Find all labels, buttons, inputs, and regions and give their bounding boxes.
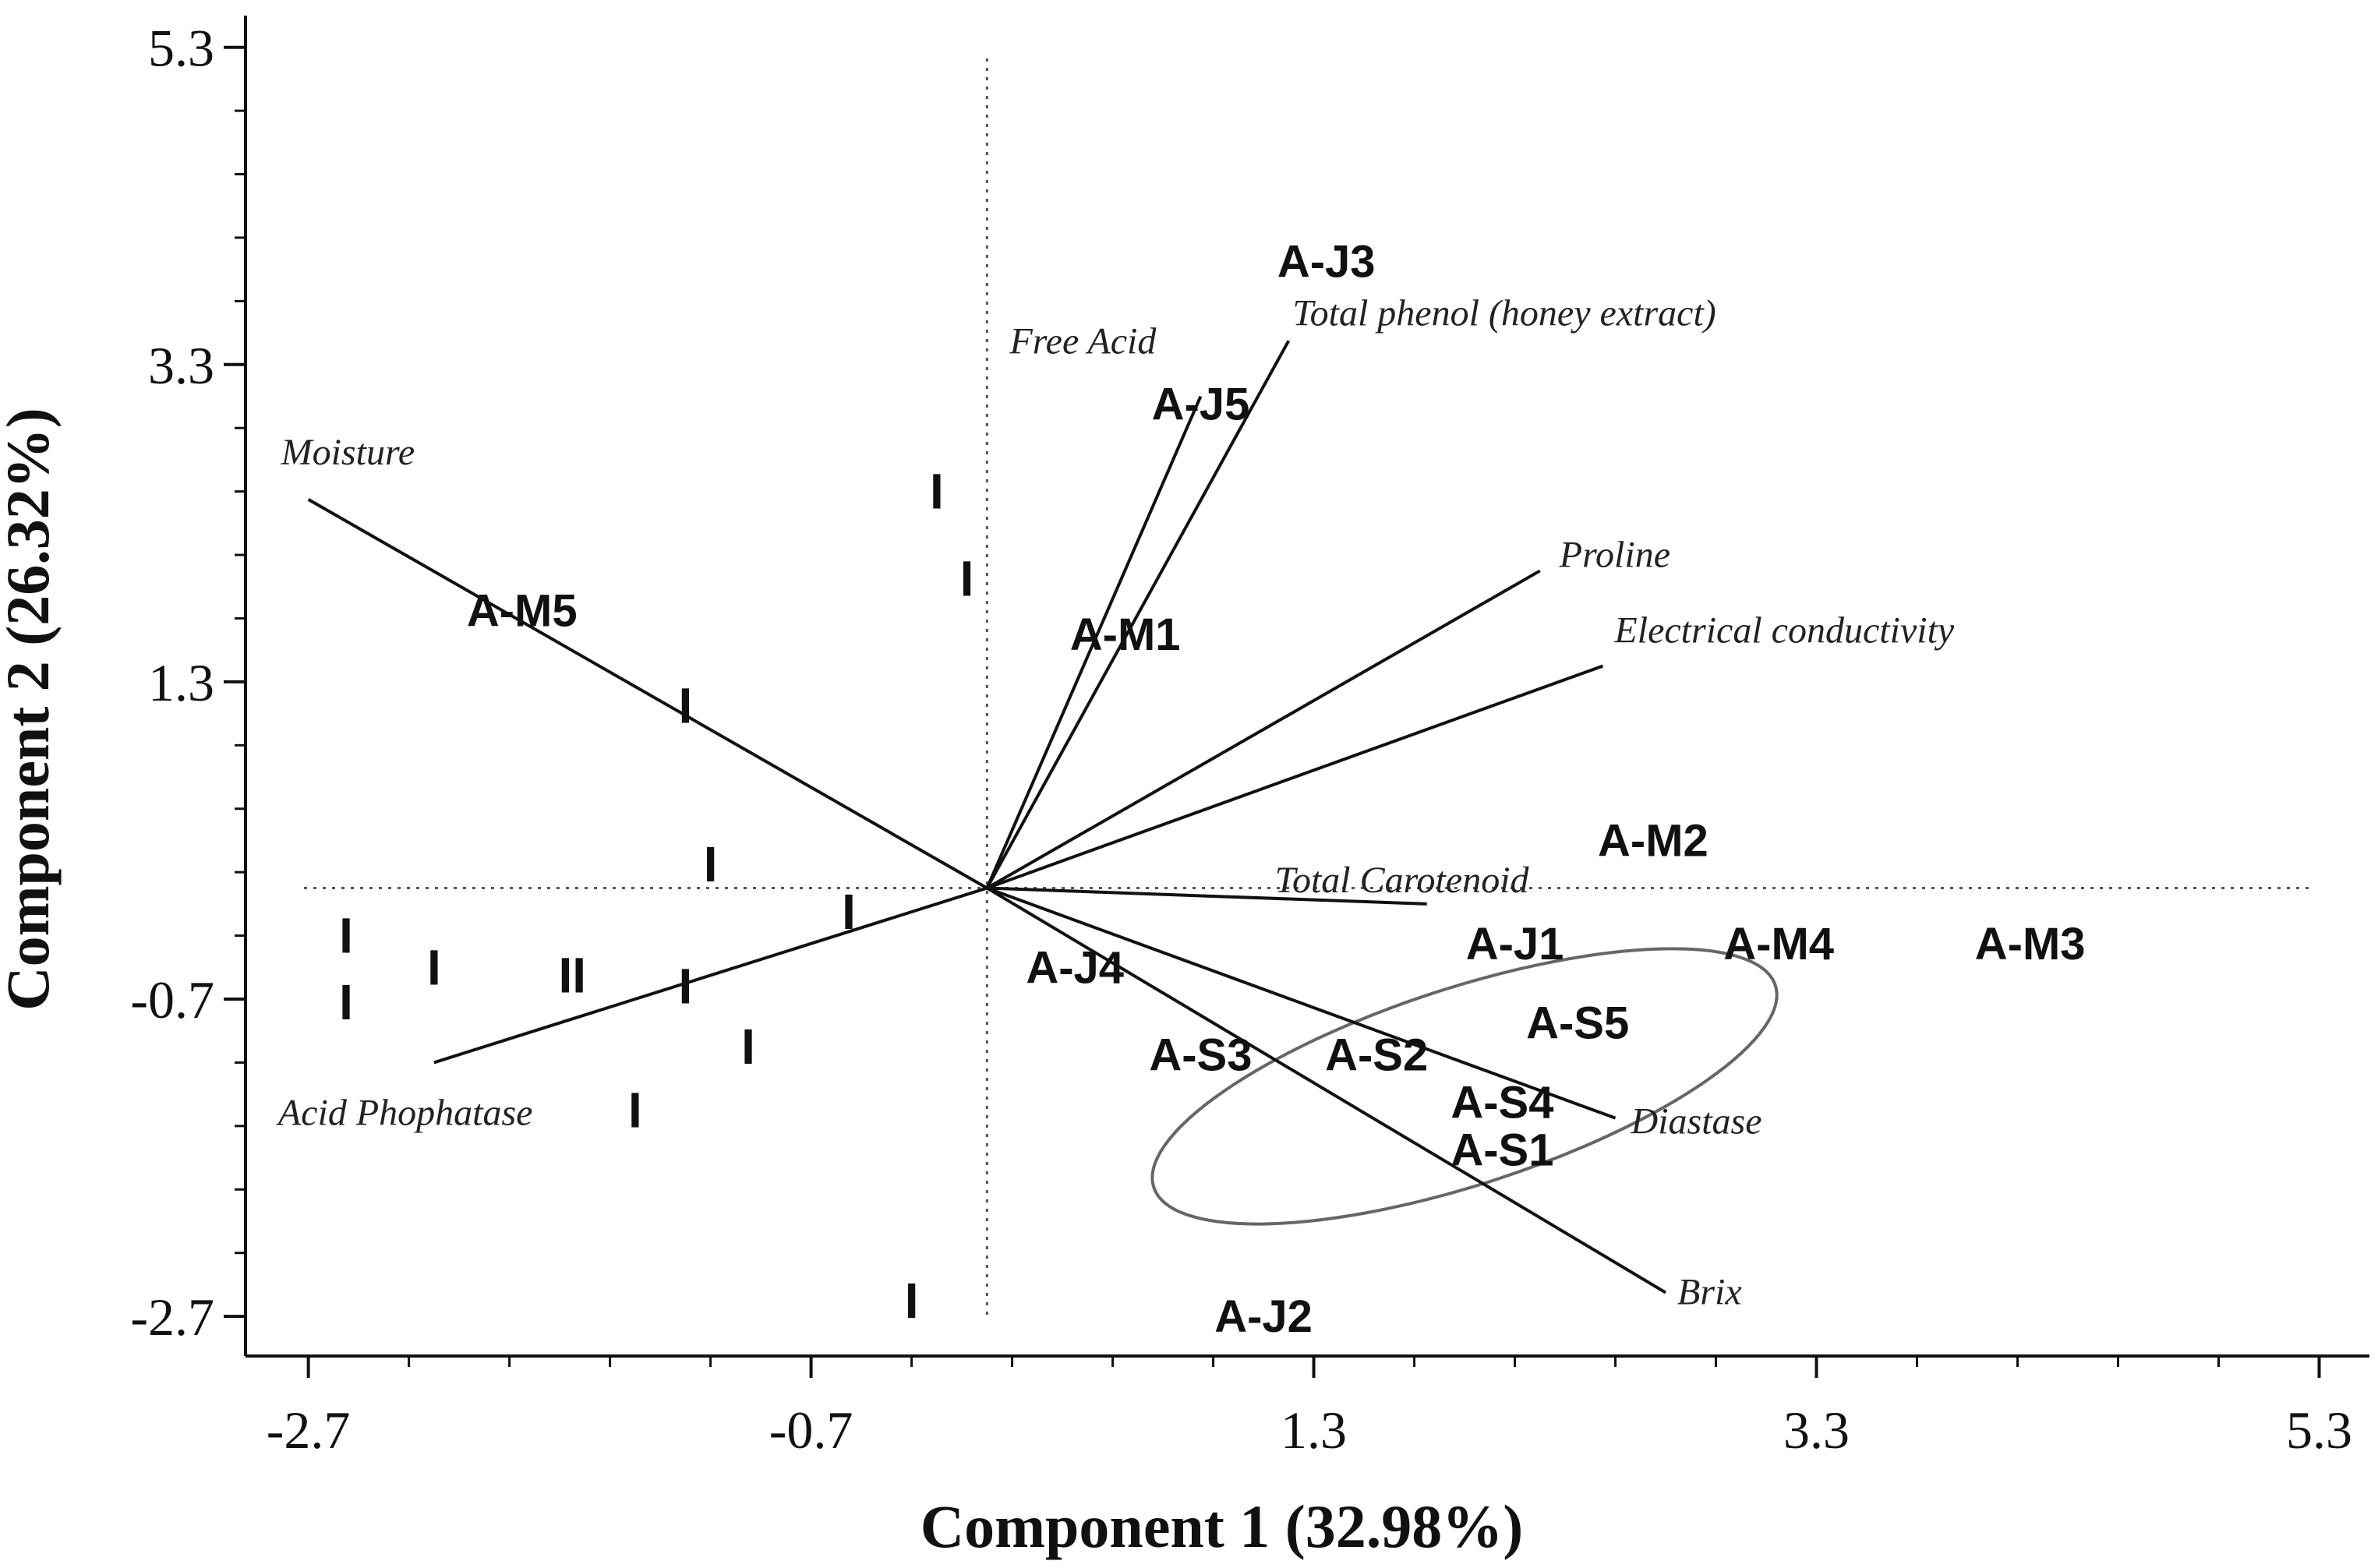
sample-label: A-S1 bbox=[1450, 1125, 1553, 1175]
loading-vector bbox=[986, 569, 1541, 890]
loading-vector bbox=[433, 886, 988, 1065]
loading-vector bbox=[986, 664, 1604, 890]
loading-label: Total phenol (honey extract) bbox=[1292, 292, 1715, 334]
x-tick-label: 5.3 bbox=[2286, 1400, 2352, 1460]
sample-label: A-S5 bbox=[1526, 998, 1629, 1049]
y-tick-label: 3.3 bbox=[148, 336, 214, 395]
sample-label: A-J1 bbox=[1466, 919, 1564, 969]
axes: -2.7 -0.7 1.3 3.3 5.3 -2.7 -0.7 1.3 3.3 5.3 bbox=[130, 16, 2369, 1460]
sample-label: A-J2 bbox=[1214, 1291, 1313, 1342]
loading-label: Proline bbox=[1559, 534, 1670, 575]
y-tick-label: 5.3 bbox=[148, 19, 214, 78]
group-ellipse bbox=[1150, 947, 1779, 1226]
sample-marker: I bbox=[678, 677, 692, 733]
sample-marker: I bbox=[741, 1019, 755, 1075]
sample-marker: I bbox=[960, 551, 974, 607]
loading-vector bbox=[985, 340, 1291, 889]
loading-vector bbox=[986, 886, 1617, 1120]
sample-marker: I bbox=[339, 974, 353, 1030]
loading-label: Acid Phophatase bbox=[276, 1092, 533, 1133]
sample-marker: I bbox=[704, 836, 718, 892]
y-tick-label: -0.7 bbox=[130, 970, 214, 1029]
loading-vector bbox=[985, 395, 1203, 889]
sample-label: A-S3 bbox=[1149, 1029, 1252, 1080]
sample-label: A-M2 bbox=[1598, 815, 1708, 866]
sample-label: A-M1 bbox=[1070, 609, 1181, 660]
x-tick-label: 1.3 bbox=[1281, 1400, 1347, 1460]
sample-marker: I bbox=[339, 908, 353, 964]
sample-marker: I bbox=[678, 959, 692, 1015]
loading-label: Electrical conductivity bbox=[1613, 610, 1955, 652]
loading-vector bbox=[987, 886, 1427, 906]
sample-label: A-J5 bbox=[1152, 380, 1250, 430]
sample-label: A-M5 bbox=[467, 585, 578, 636]
sample-label: A-M4 bbox=[1723, 919, 1834, 969]
sample-marker: I bbox=[905, 1273, 919, 1329]
sample-label: A-J4 bbox=[1026, 942, 1124, 993]
reference-lines bbox=[304, 58, 2311, 1321]
loading-label: Moisture bbox=[281, 432, 415, 473]
x-tick-label: -2.7 bbox=[267, 1400, 351, 1460]
sample-marker: I bbox=[427, 939, 441, 995]
x-axis-title: Component 1 (32.98%) bbox=[920, 1492, 1524, 1560]
y-tick-label: -2.7 bbox=[130, 1287, 214, 1347]
sample-marker: I bbox=[842, 884, 856, 940]
cluster-ellipse bbox=[1150, 947, 1779, 1226]
y-axis-title: Component 2 (26.32%) bbox=[0, 408, 62, 1011]
y-tick-label: 1.3 bbox=[148, 653, 214, 712]
sample-points: A-J3 A-J5 A-M5 A-M1 A-M2 A-J1 A-M4 A-M3 A-J4 A-S5… bbox=[339, 237, 2085, 1343]
sample-marker: I bbox=[628, 1082, 642, 1138]
loading-vectors: Free Acid Total phenol (honey extract) Moi… bbox=[276, 292, 1955, 1312]
sample-marker: I bbox=[930, 464, 944, 520]
x-tick-label: 3.3 bbox=[1783, 1400, 1850, 1460]
loading-label: Brix bbox=[1677, 1272, 1742, 1313]
sample-label: A-S4 bbox=[1450, 1077, 1553, 1128]
loading-label: Diastase bbox=[1631, 1101, 1762, 1142]
loading-label: Total Carotenoid bbox=[1275, 860, 1530, 901]
loading-label: Free Acid bbox=[1009, 321, 1157, 362]
sample-label: A-M3 bbox=[1975, 919, 2086, 969]
x-tick-label: -0.7 bbox=[769, 1400, 853, 1460]
loading-vector bbox=[986, 886, 1667, 1294]
loading-vector bbox=[307, 498, 988, 890]
sample-label: A-S2 bbox=[1325, 1029, 1428, 1080]
sample-marker: II bbox=[558, 947, 586, 1003]
sample-label: A-J3 bbox=[1277, 237, 1376, 288]
